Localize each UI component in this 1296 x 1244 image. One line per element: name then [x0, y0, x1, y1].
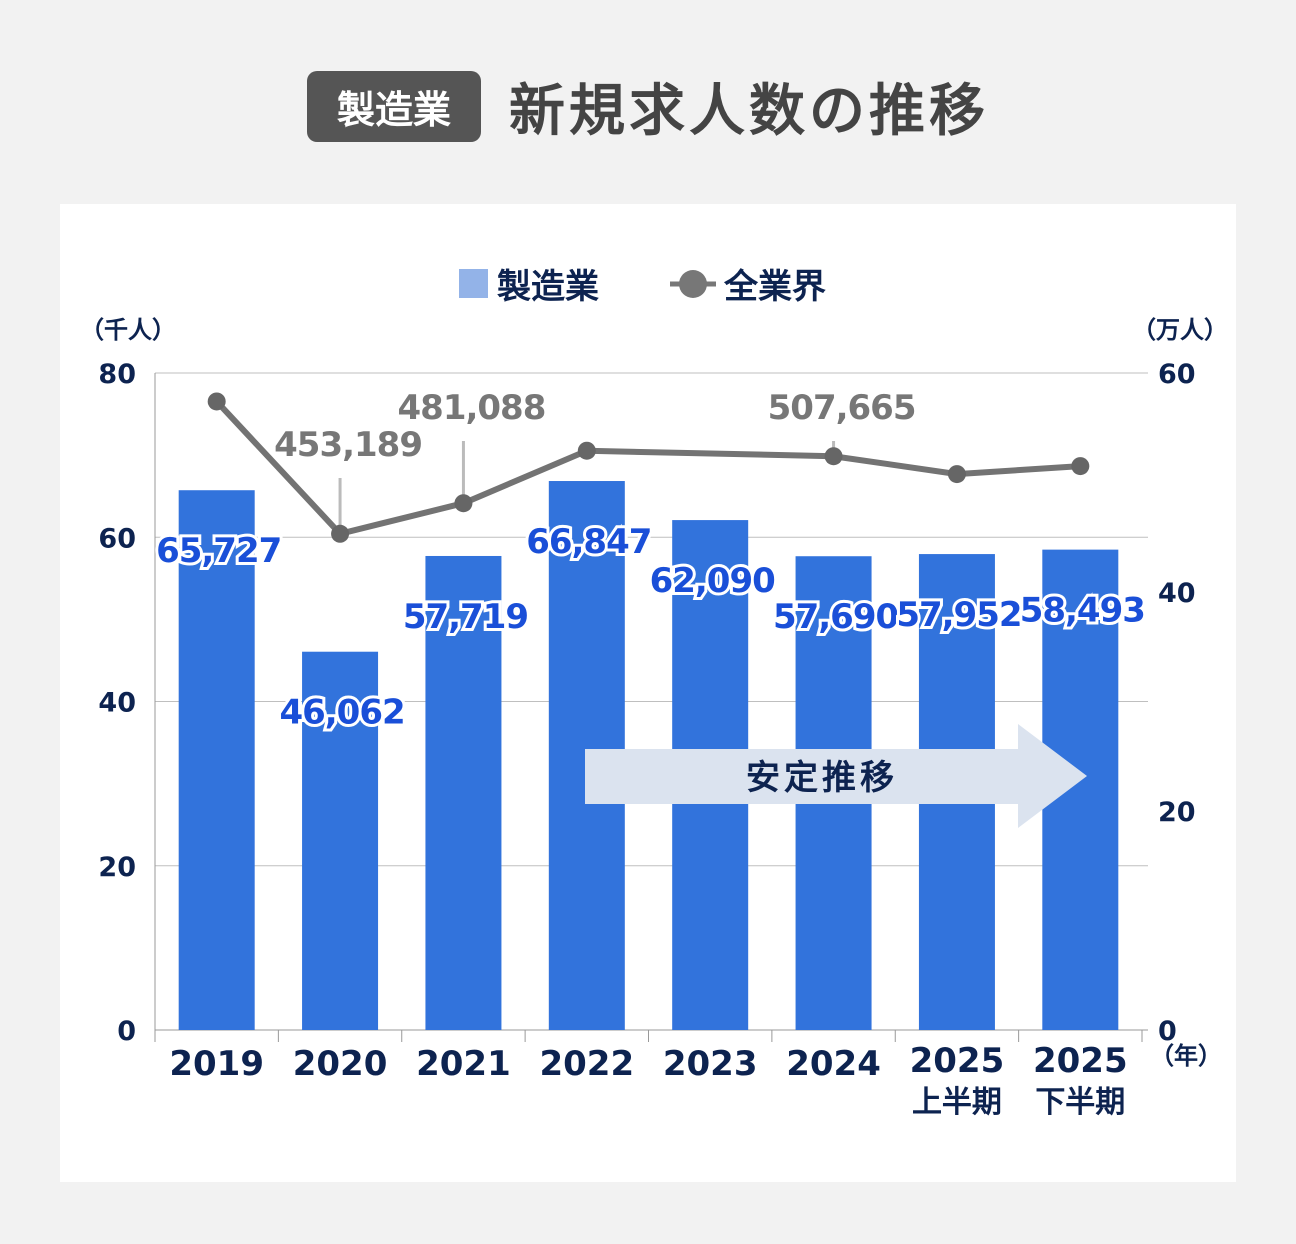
- line-data-label: 507,665: [768, 388, 916, 428]
- line-point: [824, 447, 843, 466]
- right-tick-label: 40: [1158, 578, 1196, 609]
- legend-label-all-industries: 全業界: [723, 267, 826, 307]
- header: 製造業 新規求人数の推移: [0, 66, 1296, 147]
- x-tick-label: 2025: [1033, 1041, 1128, 1081]
- x-tick-label: 下半期: [1035, 1085, 1125, 1120]
- chart-card: [60, 204, 1236, 1182]
- left-tick-label: 60: [98, 523, 136, 554]
- legend-line-marker: [679, 270, 707, 298]
- category-badge: 製造業: [306, 71, 481, 142]
- bar-data-label: 57,719: [403, 597, 528, 637]
- legend-label-manufacturing: 製造業: [497, 267, 599, 307]
- left-tick-label: 40: [98, 688, 136, 719]
- bar-data-label: 46,062: [279, 693, 404, 733]
- trend-arrow: [585, 724, 1087, 828]
- x-tick-label: 2023: [663, 1044, 758, 1084]
- bar-2019: [178, 490, 255, 1030]
- line-point: [454, 494, 473, 513]
- trend-annotation: 安定推移: [746, 758, 898, 798]
- bar-data-label: 57,690: [773, 597, 899, 637]
- x-tick-label: 2022: [539, 1044, 634, 1084]
- right-tick-label: 60: [1158, 359, 1196, 390]
- line-data-label: 453,189: [274, 425, 422, 465]
- right-axis-unit: （万人）: [1132, 316, 1228, 344]
- x-tick-label: 2025: [910, 1041, 1005, 1081]
- bar-data-label: 65,727: [156, 531, 281, 571]
- left-tick-label: 0: [117, 1016, 136, 1047]
- x-tick-label: 2021: [416, 1044, 511, 1084]
- legend-bar-swatch: [459, 269, 488, 298]
- page-title: 新規求人数の推移: [509, 79, 989, 144]
- line-data-label: 481,088: [398, 388, 546, 428]
- x-tick-label: 2020: [293, 1044, 388, 1084]
- line-point: [331, 524, 350, 543]
- left-tick-label: 80: [98, 359, 136, 390]
- bar-data-label: 66,847: [526, 522, 651, 562]
- x-tick-label: 2019: [169, 1044, 264, 1084]
- bar-2021: [425, 555, 502, 1030]
- x-tick-label: 2024: [786, 1044, 881, 1084]
- left-axis-unit: （千人）: [80, 316, 176, 344]
- bar-data-label: 58,493: [1020, 591, 1145, 631]
- line-point: [207, 392, 226, 411]
- line-point: [1071, 457, 1090, 476]
- bar-2020: [302, 651, 379, 1030]
- bar-data-label: 62,090: [650, 561, 776, 601]
- line-point: [577, 441, 596, 460]
- line-point: [947, 465, 966, 484]
- bar-data-label: 57,952: [896, 595, 1021, 635]
- right-tick-label: 20: [1158, 797, 1196, 828]
- x-tick-label: 上半期: [912, 1085, 1002, 1120]
- x-axis-unit: （年）: [1150, 1042, 1222, 1070]
- right-tick-label: 0: [1158, 1016, 1177, 1047]
- left-tick-label: 20: [98, 852, 136, 883]
